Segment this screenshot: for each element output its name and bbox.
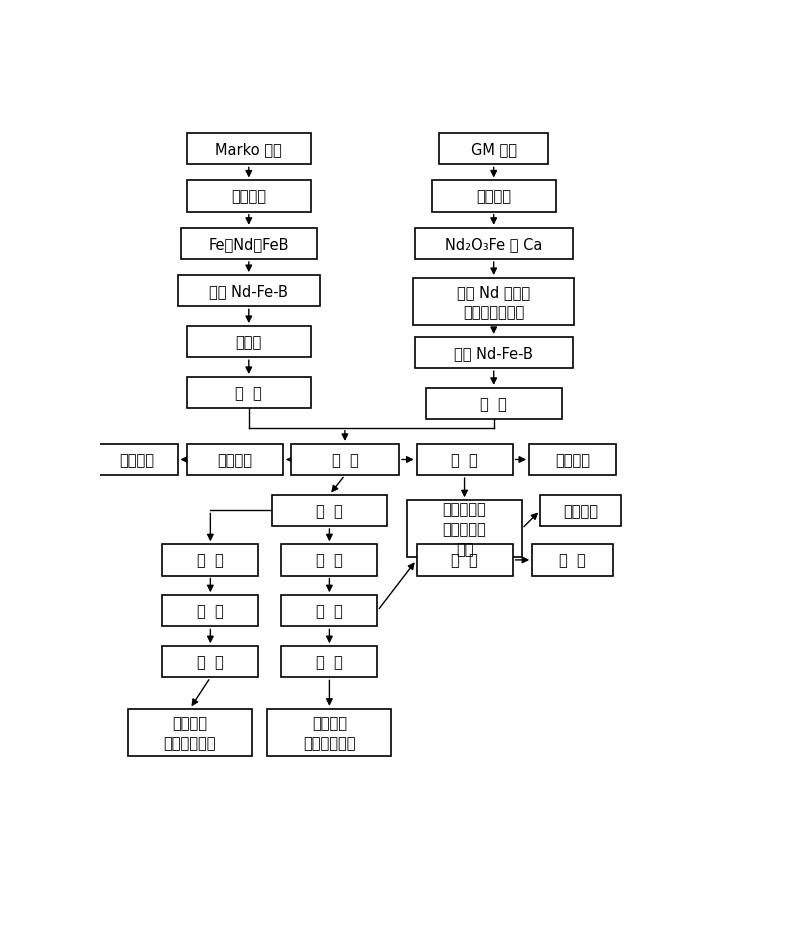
FancyBboxPatch shape	[162, 545, 258, 576]
FancyBboxPatch shape	[290, 445, 399, 476]
FancyBboxPatch shape	[162, 596, 258, 627]
Text: 变形磁体: 变形磁体	[563, 503, 598, 518]
Text: 粉  碎: 粉 碎	[451, 553, 478, 567]
FancyBboxPatch shape	[282, 647, 378, 678]
Text: 混  炼: 混 炼	[197, 553, 224, 567]
Text: 原料配制: 原料配制	[231, 190, 266, 204]
Text: 热压磁体: 热压磁体	[555, 452, 590, 467]
Text: 固  化: 固 化	[316, 654, 342, 669]
Text: 烧结工艺: 烧结工艺	[218, 452, 253, 467]
Text: 粉  碎: 粉 碎	[331, 452, 358, 467]
FancyBboxPatch shape	[178, 276, 320, 307]
FancyBboxPatch shape	[187, 327, 310, 358]
Text: Nd₂O₃Fe 盐 Ca: Nd₂O₃Fe 盐 Ca	[445, 237, 542, 252]
Text: 燔  淣: 燔 淣	[235, 386, 262, 400]
FancyBboxPatch shape	[439, 134, 548, 165]
FancyBboxPatch shape	[417, 445, 513, 476]
Text: 造  粒: 造 粒	[197, 604, 224, 618]
FancyBboxPatch shape	[282, 545, 378, 576]
Text: 注  射: 注 射	[197, 654, 224, 669]
Text: 黏结磁体
（压制成型）: 黏结磁体 （压制成型）	[303, 716, 356, 750]
FancyBboxPatch shape	[413, 278, 574, 326]
FancyBboxPatch shape	[432, 181, 556, 212]
FancyBboxPatch shape	[267, 709, 391, 756]
Text: 退  火: 退 火	[316, 503, 342, 518]
FancyBboxPatch shape	[272, 496, 386, 527]
FancyBboxPatch shape	[407, 500, 522, 557]
FancyBboxPatch shape	[97, 445, 178, 476]
FancyBboxPatch shape	[181, 228, 317, 260]
FancyBboxPatch shape	[532, 545, 613, 576]
Text: GM 公司: GM 公司	[470, 143, 517, 157]
Text: 燔炼 Nd-Fe-B: 燔炼 Nd-Fe-B	[210, 284, 288, 299]
FancyBboxPatch shape	[187, 181, 310, 212]
Text: 热  压: 热 压	[451, 452, 478, 467]
FancyBboxPatch shape	[414, 338, 573, 369]
FancyBboxPatch shape	[529, 445, 616, 476]
FancyBboxPatch shape	[417, 545, 513, 576]
FancyBboxPatch shape	[128, 709, 252, 756]
Text: 磁  粉: 磁 粉	[559, 553, 586, 567]
FancyBboxPatch shape	[282, 596, 378, 627]
FancyBboxPatch shape	[414, 228, 573, 260]
Text: Fe、Nd、FeB: Fe、Nd、FeB	[209, 237, 289, 252]
Text: 稀土 Nd 合金锞
（金属热还原）: 稀土 Nd 合金锞 （金属热还原）	[457, 285, 530, 320]
Text: Marko 公司: Marko 公司	[215, 143, 282, 157]
FancyBboxPatch shape	[187, 134, 310, 165]
FancyBboxPatch shape	[162, 647, 258, 678]
FancyBboxPatch shape	[426, 388, 562, 420]
Text: 热变形（挤
压热轧、模
锻）: 热变形（挤 压热轧、模 锻）	[442, 502, 486, 556]
FancyBboxPatch shape	[540, 496, 621, 527]
Text: 重燔 Nd-Fe-B: 重燔 Nd-Fe-B	[454, 346, 533, 361]
Text: 压  制: 压 制	[316, 604, 342, 618]
Text: 喷  铸: 喷 铸	[480, 396, 507, 412]
Text: 粗破碎: 粗破碎	[236, 335, 262, 349]
Text: 黏结磁体
（注射成型）: 黏结磁体 （注射成型）	[164, 716, 216, 750]
FancyBboxPatch shape	[187, 445, 283, 476]
FancyBboxPatch shape	[187, 378, 310, 409]
Text: 原料配制: 原料配制	[476, 190, 511, 204]
Text: 烧结磁体: 烧结磁体	[120, 452, 154, 467]
Text: 混  合: 混 合	[316, 553, 342, 567]
